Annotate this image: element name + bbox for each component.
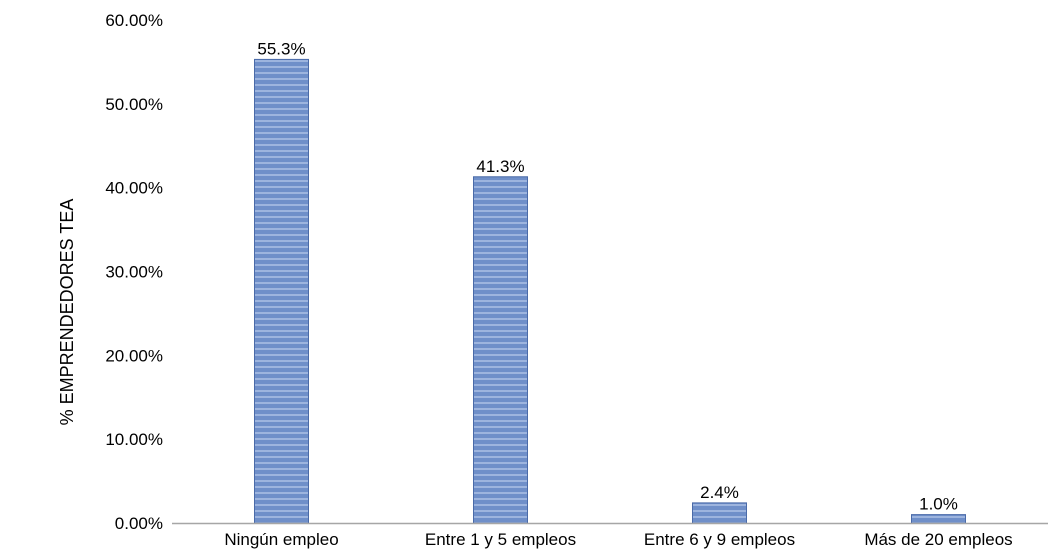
y-axis-title: % EMPRENDEDORES TEA: [57, 199, 77, 426]
y-tick-label: 60.00%: [105, 11, 163, 30]
bar: [692, 502, 747, 524]
y-tick-label: 0.00%: [115, 514, 163, 533]
data-label: 2.4%: [700, 483, 739, 502]
category-labels: Ningún empleo Entre 1 y 5 empleos Entre 6 …: [224, 530, 1012, 549]
category-label: Ningún empleo: [224, 530, 338, 549]
bar: [911, 514, 966, 524]
bar: [254, 58, 309, 524]
category-label: Más de 20 empleos: [864, 530, 1012, 549]
y-tick-label: 20.00%: [105, 346, 163, 365]
data-label: 41.3%: [476, 157, 524, 176]
y-tick-label: 50.00%: [105, 95, 163, 114]
data-label: 1.0%: [919, 495, 958, 514]
y-tick-label: 40.00%: [105, 179, 163, 198]
data-labels: 55.3% 41.3% 2.4% 1.0%: [257, 39, 957, 513]
bar: [473, 176, 528, 524]
data-label: 55.3%: [257, 39, 305, 58]
y-tick-label: 10.00%: [105, 430, 163, 449]
y-axis-ticks: 0.00% 10.00% 20.00% 30.00% 40.00% 50.00% 60.00…: [105, 11, 163, 533]
category-label: Entre 1 y 5 empleos: [425, 530, 576, 549]
bars: [254, 58, 966, 524]
y-tick-label: 30.00%: [105, 263, 163, 282]
category-label: Entre 6 y 9 empleos: [644, 530, 795, 549]
